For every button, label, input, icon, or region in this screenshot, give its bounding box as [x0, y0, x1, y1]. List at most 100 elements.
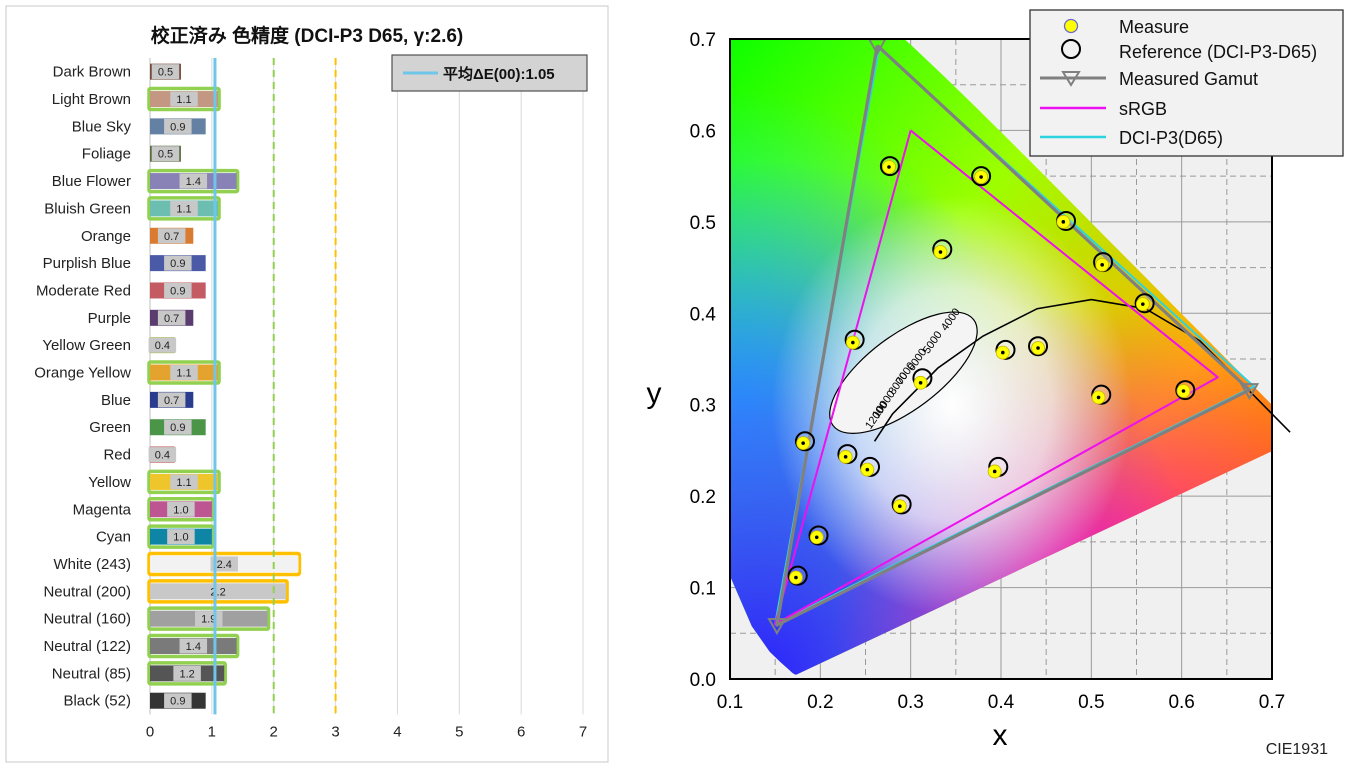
bar-value-label: 0.9	[170, 121, 185, 133]
bar-value-label: 0.9	[170, 285, 185, 297]
bar-outline	[147, 579, 289, 604]
bar-category-label: Moderate Red	[36, 282, 131, 299]
cie-legend: Measure Reference (DCI-P3-D65) Measured …	[1029, 9, 1344, 157]
cie1931-chart: 4000 5000 6000 7000 8000 10000 12000 0.1 0.2 0.3…	[612, 0, 1357, 765]
bar-value-label: 1.4	[186, 176, 201, 188]
bar-outline	[147, 524, 215, 549]
bar-row: White (243) 2.4	[53, 551, 302, 577]
legend-gamut-label: Measured Gamut	[1119, 69, 1258, 89]
bar-value-label-bg	[179, 638, 208, 654]
cie-x-axis-label: x	[993, 719, 1008, 752]
bar-value-label: 1.1	[176, 368, 191, 380]
bar-value-label: 2.4	[217, 559, 232, 571]
bar-category-label: Purple	[88, 310, 131, 327]
bar-value-label-bg	[157, 392, 186, 408]
bar-value-label-bg	[173, 665, 201, 681]
bar-value-label: 1.2	[179, 668, 194, 680]
bar-value-label: 0.7	[164, 395, 179, 407]
bar-value-label: 1.0	[173, 504, 188, 516]
bar-category-label: Light Brown	[52, 91, 131, 108]
bar-row: Blue 0.7	[101, 391, 194, 409]
bar-row: Magenta 1.0	[73, 497, 215, 522]
bar-row: Yellow Green 0.4	[42, 337, 177, 354]
bar-value-label: 0.9	[170, 422, 185, 434]
bar-category-label: Dark Brown	[53, 64, 131, 81]
bar-category-label: Orange Yellow	[34, 365, 131, 382]
cie-chart-title: CIE1931	[1266, 741, 1328, 758]
legend-reference-marker	[1061, 39, 1081, 59]
measure-point-center	[979, 175, 983, 179]
legend-measure-marker	[1063, 18, 1079, 34]
bar-outline	[147, 196, 221, 221]
bar-outline	[147, 168, 240, 194]
bar-value-label-bg	[210, 556, 238, 572]
bar-x-tick-label: 2	[270, 723, 278, 740]
gamut-srgb-line	[774, 129, 1219, 626]
cie-y-axis-label: y	[647, 377, 662, 410]
bar-category-label: Red	[103, 447, 131, 464]
cie-x-tick-label: 0.3	[897, 692, 923, 713]
legend-reference-label: Reference (DCI-P3-D65)	[1119, 42, 1317, 62]
bar-category-label: Orange	[81, 228, 131, 245]
bar-row: Green 0.9	[89, 419, 206, 436]
bar-value-label: 0.4	[155, 450, 170, 462]
measure-point-center	[1096, 395, 1101, 400]
bar-value-label-bg	[164, 693, 192, 709]
bar-x-tick-label: 1	[208, 723, 216, 740]
bar-chart-x-ticks: 0 1 2 3 4 5 6 7	[146, 723, 587, 740]
bar-category-label: Bluish Green	[44, 200, 131, 217]
bar-row: Moderate Red 0.9	[36, 282, 206, 299]
bar-category-label: Purplish Blue	[43, 255, 131, 272]
cie-y-tick-label: 0.5	[690, 213, 716, 234]
measure-point-center	[1181, 389, 1186, 393]
bar-row: Foliage 0.5	[82, 145, 181, 163]
bar-x-tick-label: 0	[146, 723, 154, 740]
bar-category-label: Cyan	[96, 529, 131, 546]
bar-category-label: Blue Flower	[52, 173, 131, 190]
bar-value-label-bg	[157, 310, 186, 326]
bar-value-label-bg	[170, 200, 198, 216]
bar-outline	[147, 633, 240, 659]
gamut-vertex-marker	[767, 618, 787, 636]
measure-point-center	[1141, 302, 1145, 306]
measure-point-center	[938, 250, 943, 254]
bar-value-label: 0.5	[158, 149, 173, 161]
measure-point-center	[992, 469, 997, 474]
bar-value-label: 1.4	[186, 641, 201, 653]
bar-value-label-bg	[151, 146, 180, 162]
measure-point-center	[865, 467, 870, 472]
bar-x-tick-label: 7	[579, 723, 587, 740]
cie-x-tick-label: 0.4	[988, 692, 1015, 713]
legend-srgb-label: sRGB	[1119, 99, 1167, 119]
measure-point-center	[1001, 350, 1005, 355]
bar-x-tick-label: 5	[455, 723, 463, 740]
bar-value-label: 1.9	[201, 614, 216, 626]
bar-category-label: Neutral (160)	[43, 611, 131, 628]
cie-y-tick-label: 0.7	[690, 30, 716, 51]
delta-e-bar-chart-svg: 校正済み 色精度 (DCI-P3 D65, γ:2.6) Dark Brown 0…	[5, 5, 609, 763]
bar-x-tick-label: 3	[331, 723, 339, 740]
bar-value-label-bg	[179, 173, 208, 189]
bar-value-label-bg	[167, 501, 195, 517]
cct-ellipse	[829, 311, 978, 434]
measure-point-center	[1100, 263, 1104, 267]
cie-x-tick-label: 0.6	[1168, 692, 1194, 713]
bar-category-label: Blue	[101, 392, 131, 409]
bar-value-label-bg	[164, 282, 192, 298]
cie-y-tick-label: 0.0	[690, 670, 716, 691]
bar-value-label: 0.7	[164, 313, 179, 325]
cie-x-tick-label: 0.7	[1259, 692, 1285, 713]
bar-value-label-bg	[148, 337, 177, 353]
bar-x-tick-label: 4	[393, 723, 401, 740]
bar-chart-grid	[149, 58, 584, 715]
bar-value-label-bg	[164, 419, 192, 435]
bar-value-label-bg	[148, 447, 177, 463]
bar-chart-legend: 平均ΔE(00):1.05	[391, 54, 588, 92]
cie-plot-border	[729, 38, 1273, 680]
cie-y-tick-label: 0.6	[690, 121, 716, 142]
bar-category-label: White (243)	[53, 556, 131, 573]
measure-point-center	[801, 441, 805, 445]
bar-value-label-bg	[170, 91, 198, 107]
legend-measure-label: Measure	[1119, 17, 1189, 37]
